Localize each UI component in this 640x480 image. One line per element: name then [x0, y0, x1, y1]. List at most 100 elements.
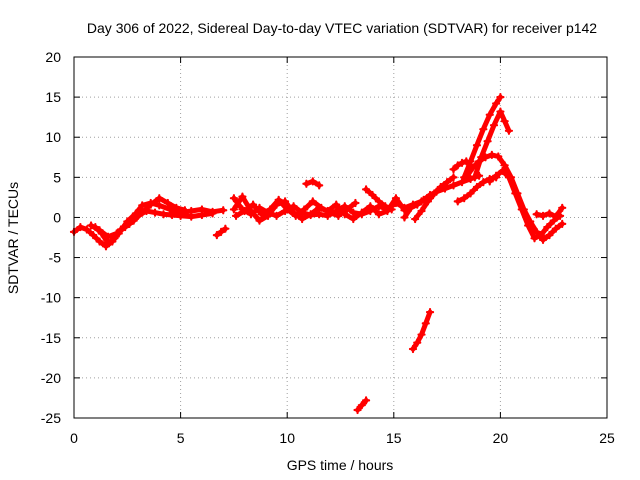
data-point	[197, 210, 207, 220]
data-point	[536, 230, 546, 240]
data-point	[361, 396, 371, 405]
data-point	[165, 205, 175, 214]
data-point	[417, 330, 426, 339]
data-point	[411, 214, 420, 224]
y-axis-label: SDTVAR / TECUs	[5, 182, 21, 294]
y-tick-label: 5	[53, 169, 61, 185]
series-track-20	[408, 308, 435, 354]
data-point	[317, 203, 326, 212]
series-track-18	[532, 203, 567, 221]
data-point	[302, 179, 311, 188]
y-tick-label: 20	[45, 49, 61, 65]
series-track-9	[361, 185, 396, 214]
data-point	[517, 205, 526, 214]
series-track-7	[231, 195, 360, 220]
data-point	[466, 174, 475, 184]
data-point	[496, 107, 505, 116]
x-tick-label: 20	[493, 430, 509, 446]
data-point	[315, 210, 324, 219]
data-point	[468, 163, 477, 172]
data-point	[457, 158, 467, 167]
data-point	[334, 211, 343, 220]
data-point	[472, 141, 482, 150]
data-point	[425, 308, 435, 317]
data-point	[374, 210, 383, 219]
data-point	[504, 126, 514, 135]
data-point	[95, 226, 104, 235]
data-point	[500, 161, 509, 170]
series-track-8	[302, 177, 324, 190]
series-track-17	[485, 166, 565, 243]
series-track-3	[86, 194, 189, 241]
data-point	[351, 198, 360, 208]
data-point	[487, 150, 496, 159]
data-point	[121, 222, 130, 232]
y-tick-label: -25	[41, 410, 61, 426]
data-point	[558, 219, 567, 228]
axis-ticks: 0 5 10 15 20 25 -25 -20 -15 -10 -5 0 5 10 15 20	[41, 49, 615, 446]
data-point	[263, 211, 273, 220]
data-point	[349, 214, 358, 224]
data-point	[494, 152, 503, 161]
data-point	[361, 185, 371, 194]
data-point	[387, 205, 396, 214]
data-point	[163, 198, 172, 208]
data-point	[381, 202, 390, 211]
data-point	[545, 209, 554, 218]
data-point	[443, 178, 452, 187]
data-point	[524, 221, 533, 230]
data-point	[257, 210, 266, 219]
data-point	[82, 225, 91, 234]
data-point	[391, 194, 401, 203]
data-point	[543, 222, 552, 232]
data-point	[366, 202, 375, 211]
data-point	[538, 235, 548, 245]
data-point	[511, 189, 520, 198]
data-point	[400, 213, 409, 222]
data-point	[436, 182, 445, 192]
data-point	[217, 227, 226, 236]
data-point	[413, 200, 422, 209]
data-point	[357, 208, 366, 217]
data-point	[229, 205, 238, 214]
data-point	[498, 166, 507, 176]
data-point	[332, 200, 341, 209]
grid	[74, 57, 607, 418]
data-point	[221, 224, 230, 233]
data-point	[248, 200, 258, 209]
data-point	[208, 209, 217, 218]
data-point	[308, 177, 317, 186]
data-point	[558, 203, 567, 212]
data-point	[470, 173, 479, 182]
x-tick-label: 25	[599, 430, 615, 446]
y-tick-label: -10	[41, 290, 61, 306]
data-point	[229, 194, 238, 203]
data-point	[219, 206, 228, 215]
data-point	[95, 237, 104, 246]
y-tick-label: 10	[45, 129, 61, 145]
data-point	[413, 338, 422, 347]
data-point	[306, 210, 315, 219]
data-point	[104, 239, 113, 248]
data-point	[325, 208, 334, 217]
data-point	[255, 216, 264, 225]
data-point	[545, 230, 554, 240]
data-point	[112, 229, 121, 238]
data-point	[489, 121, 499, 130]
data-point	[423, 197, 433, 206]
data-point	[187, 212, 196, 221]
y-tick-label: 15	[45, 89, 61, 105]
data-marks	[69, 93, 567, 415]
data-point	[353, 405, 362, 415]
data-point	[481, 153, 490, 162]
data-point	[76, 222, 85, 232]
data-point	[357, 401, 366, 410]
data-point	[449, 173, 458, 182]
data-point	[408, 344, 418, 354]
data-point	[368, 190, 377, 200]
data-point	[492, 99, 501, 108]
series-track-2	[91, 206, 217, 248]
data-point	[138, 208, 147, 217]
x-tick-label: 5	[177, 430, 185, 446]
series-track-19	[353, 396, 371, 415]
